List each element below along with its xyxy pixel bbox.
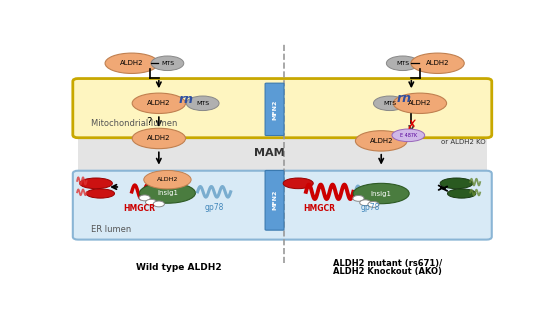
Ellipse shape [392,129,425,142]
Ellipse shape [186,96,219,111]
FancyBboxPatch shape [73,171,492,240]
Ellipse shape [440,178,473,189]
Ellipse shape [139,183,195,203]
Text: gp78: gp78 [205,203,224,212]
Ellipse shape [105,53,158,73]
Ellipse shape [132,128,185,149]
Text: ALDH2: ALDH2 [370,138,393,144]
Text: ALDH2 mutant (rs671)/: ALDH2 mutant (rs671)/ [333,259,442,268]
Ellipse shape [353,183,409,204]
Text: ALDH2: ALDH2 [408,100,432,106]
Text: ALDH2 Knockout (AKO): ALDH2 Knockout (AKO) [333,267,442,276]
Ellipse shape [360,200,371,206]
Text: rn: rn [396,92,411,106]
Text: HMGCR: HMGCR [304,203,336,213]
Text: HMGCR: HMGCR [123,203,155,213]
Ellipse shape [393,93,447,113]
Text: ER lumen: ER lumen [91,225,131,234]
Ellipse shape [145,199,157,205]
Text: MTS: MTS [396,61,409,66]
Text: ?: ? [146,117,152,127]
Ellipse shape [86,189,114,198]
Text: Mitochondrial lumen: Mitochondrial lumen [91,119,177,129]
Text: ALDH2: ALDH2 [147,135,170,141]
FancyBboxPatch shape [73,78,492,138]
Ellipse shape [80,178,112,189]
FancyBboxPatch shape [265,170,284,230]
Text: MFN2: MFN2 [272,190,277,210]
Text: MTS: MTS [161,61,174,66]
Text: MTS: MTS [384,101,396,106]
Text: ALDH2: ALDH2 [120,60,144,66]
Text: Insig1: Insig1 [371,191,392,197]
Ellipse shape [374,96,406,111]
Ellipse shape [386,56,419,71]
Bar [78,132,487,174]
Ellipse shape [368,202,379,207]
Text: ALDH2: ALDH2 [157,177,178,182]
Text: rn: rn [179,93,194,106]
Ellipse shape [353,195,364,201]
Text: gp78: gp78 [361,203,380,212]
Text: ALDH2: ALDH2 [147,100,170,106]
Text: Wild type ALDH2: Wild type ALDH2 [136,262,222,272]
Ellipse shape [139,195,150,201]
Text: ✗: ✗ [406,119,417,132]
Ellipse shape [447,189,476,198]
Ellipse shape [283,178,313,189]
Ellipse shape [132,93,185,113]
Ellipse shape [144,170,191,189]
Text: MTS: MTS [196,101,209,106]
Ellipse shape [153,201,164,207]
Text: MAM: MAM [254,148,285,158]
Ellipse shape [411,53,464,73]
FancyBboxPatch shape [265,83,284,135]
Text: ALDH2: ALDH2 [426,60,450,66]
Text: E 487K: E 487K [400,133,417,138]
Ellipse shape [355,131,407,151]
Text: or ALDH2 KO: or ALDH2 KO [441,139,486,145]
Ellipse shape [151,56,184,71]
Text: Insig1: Insig1 [157,190,178,196]
Text: MFN2: MFN2 [272,99,277,119]
